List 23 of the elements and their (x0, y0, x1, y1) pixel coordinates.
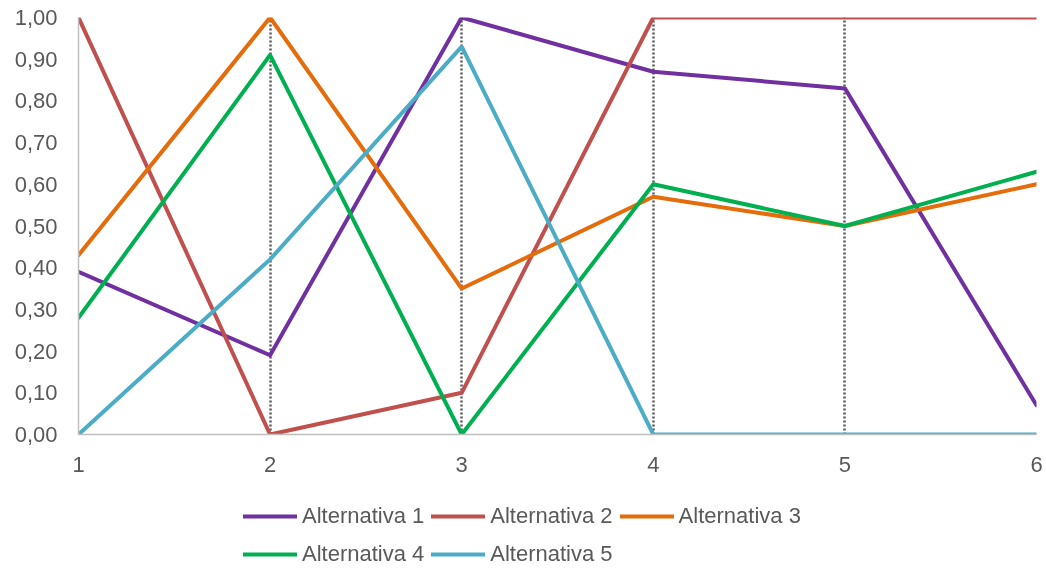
x-tick-label: 5 (838, 451, 852, 477)
y-tick-label: 0,30 (14, 296, 58, 322)
y-tick-label: 0,80 (14, 88, 58, 114)
x-tick-label: 3 (455, 451, 468, 477)
y-tick-label: 1,00 (14, 5, 58, 30)
y-tick-label: 0,70 (14, 130, 58, 156)
x-tick-label: 1 (72, 451, 85, 477)
line-series (78, 17, 1037, 291)
x-tick-label: 2 (263, 451, 277, 477)
legend-label: Alternativa 5 (490, 540, 613, 568)
y-tick-label: 0,10 (14, 380, 58, 406)
legend-label: Alternativa 1 (302, 502, 425, 530)
x-tick-label: 6 (1030, 451, 1043, 477)
y-tick-label: 0,50 (14, 213, 58, 239)
legend-label: Alternativa 2 (490, 502, 613, 530)
y-tick-label: 0,00 (14, 422, 58, 447)
y-tick-label: 0,60 (14, 171, 58, 197)
y-tick-label: 0,90 (14, 46, 58, 72)
legend-label: Alternativa 4 (302, 540, 425, 568)
x-tick-label: 4 (647, 451, 660, 477)
y-tick-label: 0,40 (14, 255, 58, 281)
y-tick-label: 0,20 (14, 338, 58, 364)
legend-label: Alternativa 3 (678, 502, 801, 530)
